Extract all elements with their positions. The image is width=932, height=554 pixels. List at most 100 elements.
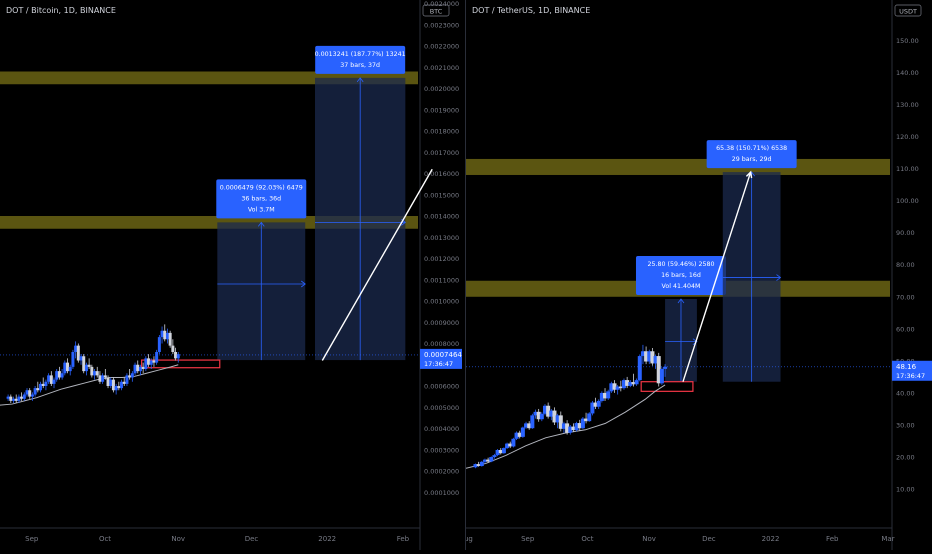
support-box	[640, 381, 694, 392]
candle-body	[640, 351, 645, 357]
candle-body	[644, 351, 649, 362]
countdown-label: 17:36:47	[424, 360, 453, 368]
candle-body	[138, 366, 142, 372]
candle-body	[12, 398, 16, 401]
candle-body	[505, 443, 510, 449]
candle-body	[28, 390, 32, 397]
candle-body	[590, 402, 595, 414]
candle-body	[599, 392, 604, 401]
y-tick-label: 120.00	[896, 133, 919, 141]
candle-body	[176, 354, 180, 359]
candle-body	[555, 415, 560, 423]
price-label: 0.0007464	[424, 351, 462, 359]
candle-body	[47, 375, 51, 382]
candle-body	[93, 371, 97, 376]
candle-body	[168, 332, 172, 346]
candle-body	[473, 464, 478, 468]
candle-body	[144, 358, 148, 369]
x-tick-label: Nov	[642, 535, 656, 543]
price-label-box	[420, 348, 462, 369]
candle-body	[653, 356, 658, 364]
y-tick-label: 0.0004000	[424, 425, 459, 433]
candle-body	[634, 380, 639, 385]
x-tick-label: Oct	[99, 535, 111, 543]
y-tick-label: 0.0018000	[424, 128, 459, 136]
y-tick-label: 0.0006000	[424, 383, 459, 391]
candle-body	[14, 398, 18, 401]
y-tick-label: 0.0021000	[424, 64, 459, 72]
measure-arrow-0	[677, 298, 685, 304]
candle-body	[631, 382, 636, 385]
candle-body	[76, 345, 80, 361]
candle-body	[106, 377, 110, 386]
candle-body	[133, 364, 137, 374]
candle-body	[98, 375, 102, 382]
y-tick-label: 0.0011000	[424, 276, 459, 284]
candle-body	[114, 386, 118, 391]
usdt-chart-svg[interactable]: 25.80 (59.46%) 2580 16 bars, 16d Vol 41.40…	[459, 0, 932, 550]
x-tick-label: Feb	[397, 535, 410, 543]
left-symbol-title: DOT / Bitcoin, 1D, BINANCE	[6, 6, 116, 15]
candle-body	[628, 382, 633, 386]
candle-body	[511, 438, 516, 447]
measure-label-text: 37 bars, 37d	[340, 62, 380, 69]
candle-body	[111, 379, 115, 391]
y-tick-label: 0.0001000	[424, 489, 459, 497]
candle-body	[117, 386, 121, 389]
measure-label-text: 29 bars, 29d	[732, 156, 772, 163]
y-tick-label: 0.0012000	[424, 255, 459, 263]
candle-body	[552, 410, 557, 423]
candle-body	[618, 386, 623, 389]
candle-body	[530, 415, 535, 429]
measure-label-text: 0.0013241 (187.77%) 13241	[315, 51, 406, 58]
y-tick-label: 0.0023000	[424, 21, 459, 29]
candle-body	[656, 356, 661, 384]
candle-body	[663, 366, 668, 369]
measure-label-text: Vol 41.404M	[662, 283, 701, 290]
candle-body	[609, 383, 614, 392]
y-tick-label: 100.00	[896, 197, 919, 205]
projection-line	[682, 171, 752, 382]
y-tick-label: 30.00	[896, 421, 915, 429]
y-tick-label: 140.00	[896, 69, 919, 77]
measure-label-text: 0.0006479 (92.03%) 6479	[220, 184, 303, 191]
candle-body	[6, 396, 10, 399]
candle-body	[79, 356, 83, 361]
candle-body	[606, 391, 611, 399]
candle-body	[101, 375, 105, 382]
x-tick-label: Nov	[171, 535, 185, 543]
resistance-zone-0	[0, 71, 418, 85]
candle-body	[87, 364, 91, 367]
candle-body	[596, 400, 601, 407]
candle-body	[63, 362, 67, 374]
candle-body	[52, 379, 56, 384]
candle-body	[549, 410, 554, 417]
candle-body	[41, 383, 45, 386]
candle-body	[501, 448, 506, 454]
candle-body	[479, 461, 484, 467]
candle-body	[60, 373, 64, 378]
y-tick-label: 0.0003000	[424, 446, 459, 454]
candle-body	[659, 368, 664, 384]
currency-label: USDT	[899, 8, 917, 16]
candle-body	[571, 426, 576, 431]
candle-body	[482, 459, 487, 462]
right-chart-panel[interactable]: 25.80 (59.46%) 2580 16 bars, 16d Vol 41.40…	[459, 0, 932, 550]
y-tick-label: 0.0014000	[424, 213, 459, 221]
y-tick-label: 40.00	[896, 389, 915, 397]
candle-body	[130, 373, 134, 378]
candle-body	[580, 418, 585, 429]
candle-body	[539, 413, 544, 420]
candle-body	[542, 405, 547, 414]
price-label-box	[892, 360, 932, 381]
candle-body	[22, 394, 26, 399]
x-tick-label: Dec	[245, 535, 259, 543]
candle-body	[149, 360, 153, 365]
candle-body	[136, 364, 140, 372]
left-chart-panel[interactable]: 0.0006479 (92.03%) 6479 36 bars, 36d Vol 3…	[0, 0, 466, 550]
candle-body	[68, 366, 72, 372]
btc-chart-svg[interactable]: 0.0006479 (92.03%) 6479 36 bars, 36d Vol 3…	[0, 0, 465, 550]
currency-badge	[894, 4, 922, 17]
candle-body	[152, 360, 156, 363]
candle-body	[603, 392, 608, 399]
